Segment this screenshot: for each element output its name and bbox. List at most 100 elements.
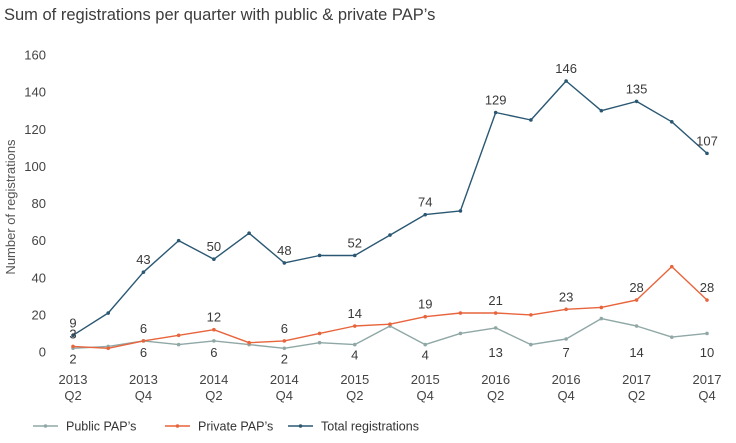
- legend-marker-public-pap-s: [43, 424, 48, 428]
- data-label-public-pap-s-6: 2: [281, 351, 288, 366]
- data-point-private-pap-s-10: [423, 314, 428, 319]
- data-point-private-pap-s-16: [634, 298, 639, 302]
- data-point-total-registrations-18: [705, 151, 709, 156]
- data-label-total-registrations-0: 9: [69, 315, 76, 330]
- data-point-public-pap-s-17: [669, 335, 674, 339]
- data-point-public-pap-s-6: [282, 346, 287, 351]
- data-label-public-pap-s-10: 4: [422, 348, 429, 363]
- series-line-total-registrations: [72, 80, 708, 336]
- data-point-private-pap-s-2: [141, 339, 146, 343]
- data-label-private-pap-s-6: 6: [281, 321, 288, 336]
- data-label-public-pap-s-16: 14: [629, 345, 643, 360]
- data-point-private-pap-s-7: [317, 331, 322, 336]
- data-point-private-pap-s-18: [705, 298, 709, 302]
- data-label-total-registrations-2: 43: [136, 252, 150, 267]
- data-point-total-registrations-16: [634, 99, 639, 104]
- data-label-public-pap-s-4: 6: [210, 345, 217, 360]
- data-point-total-registrations-17: [669, 120, 674, 124]
- legend-label-private-pap-s: Private PAP’s: [198, 420, 273, 434]
- data-point-private-pap-s-15: [599, 305, 604, 310]
- data-label-public-pap-s-8: 4: [351, 348, 358, 363]
- legend: Public PAP’s Private PAP’s Total registrat…: [33, 420, 419, 434]
- data-label-private-pap-s-10: 19: [418, 297, 432, 312]
- x-tick-year-16: 2017: [622, 372, 651, 387]
- data-point-private-pap-s-14: [564, 307, 568, 312]
- data-point-private-pap-s-9: [388, 322, 392, 326]
- data-label-total-registrations-12: 129: [485, 93, 507, 108]
- legend-marker-private-pap-s: [175, 424, 180, 428]
- data-label-total-registrations-14: 146: [555, 61, 577, 76]
- y-tick-label-100: 100: [24, 159, 46, 174]
- data-point-public-pap-s-18: [705, 331, 709, 336]
- data-point-total-registrations-7: [317, 253, 322, 258]
- x-tick-year-6: 2014: [270, 372, 299, 387]
- data-label-private-pap-s-18: 28: [700, 280, 714, 295]
- x-tick-quarter-12: Q2: [487, 388, 504, 403]
- legend-label-public-pap-s: Public PAP’s: [66, 420, 136, 434]
- data-label-private-pap-s-8: 14: [348, 306, 362, 321]
- legend-item-private-pap-s: Private PAP’s: [165, 420, 273, 434]
- data-label-total-registrations-18: 107: [696, 133, 718, 148]
- x-tick-year-12: 2016: [481, 372, 510, 387]
- data-point-private-pap-s-3: [176, 333, 181, 338]
- data-label-public-pap-s-0: 2: [69, 351, 76, 366]
- data-point-private-pap-s-1: [106, 346, 111, 351]
- data-point-public-pap-s-16: [634, 324, 639, 328]
- series-private-pap-s: [71, 264, 709, 351]
- data-point-private-pap-s-6: [282, 339, 287, 343]
- data-point-total-registrations-6: [282, 261, 287, 265]
- data-point-private-pap-s-5: [247, 340, 251, 345]
- data-point-public-pap-s-12: [493, 326, 498, 330]
- x-tick-quarter-6: Q4: [276, 388, 293, 403]
- y-tick-label-120: 120: [24, 122, 46, 137]
- legend-label-total-registrations: Total registrations: [321, 420, 419, 434]
- y-axis-title: Number of registrations: [3, 139, 18, 275]
- data-point-private-pap-s-0: [71, 344, 75, 349]
- x-tick-year-0: 2013: [59, 372, 88, 387]
- data-point-public-pap-s-14: [564, 337, 568, 341]
- data-labels: 2 6 6 2 4 4 13 7 14 10 3 6 12 6 14 19 21 23 28 28 9 43 50 48 52 7…: [69, 61, 717, 366]
- series-line-private-pap-s: [72, 265, 708, 349]
- x-tick-year-2: 2013: [129, 372, 158, 387]
- data-label-public-pap-s-12: 13: [488, 345, 502, 360]
- x-axis: 2013Q22013Q42014Q22014Q42015Q22015Q42016…: [59, 372, 722, 403]
- x-tick-quarter-2: Q4: [135, 388, 152, 403]
- data-point-total-registrations-5: [247, 231, 251, 235]
- data-point-total-registrations-4: [212, 257, 216, 261]
- data-point-total-registrations-8: [352, 253, 357, 258]
- x-tick-year-4: 2014: [199, 372, 228, 387]
- series-total-registrations: [71, 79, 709, 338]
- data-point-public-pap-s-3: [176, 342, 181, 347]
- data-point-public-pap-s-8: [352, 342, 357, 347]
- data-point-public-pap-s-7: [317, 340, 322, 345]
- data-label-private-pap-s-2: 6: [140, 321, 147, 336]
- data-label-public-pap-s-18: 10: [700, 345, 714, 360]
- x-tick-quarter-10: Q4: [417, 388, 434, 403]
- y-tick-label-20: 20: [32, 307, 46, 322]
- y-axis: 0 20 40 60 80 100 120 140 160: [24, 48, 46, 360]
- data-point-private-pap-s-12: [493, 311, 498, 315]
- data-point-total-registrations-13: [529, 118, 533, 122]
- data-label-private-pap-s-0: 3: [69, 326, 76, 341]
- data-point-total-registrations-12: [493, 110, 498, 115]
- x-tick-quarter-14: Q4: [557, 388, 574, 403]
- data-point-total-registrations-14: [564, 79, 568, 83]
- data-label-private-pap-s-14: 23: [559, 289, 573, 304]
- series-public-pap-s: [71, 316, 709, 351]
- data-point-public-pap-s-10: [423, 342, 428, 347]
- data-point-private-pap-s-4: [212, 327, 216, 332]
- x-tick-year-8: 2015: [340, 372, 369, 387]
- data-label-public-pap-s-2: 6: [140, 345, 147, 360]
- y-tick-label-80: 80: [32, 196, 46, 211]
- data-label-total-registrations-16: 135: [626, 81, 648, 96]
- legend-item-public-pap-s: Public PAP’s: [33, 420, 136, 434]
- data-point-private-pap-s-13: [529, 313, 533, 317]
- x-tick-year-18: 2017: [693, 372, 722, 387]
- data-point-total-registrations-1: [106, 311, 111, 315]
- data-point-total-registrations-11: [458, 209, 463, 213]
- data-label-total-registrations-8: 52: [348, 235, 362, 250]
- x-tick-quarter-4: Q2: [205, 388, 222, 403]
- data-point-public-pap-s-15: [599, 316, 604, 321]
- data-point-private-pap-s-8: [352, 324, 357, 328]
